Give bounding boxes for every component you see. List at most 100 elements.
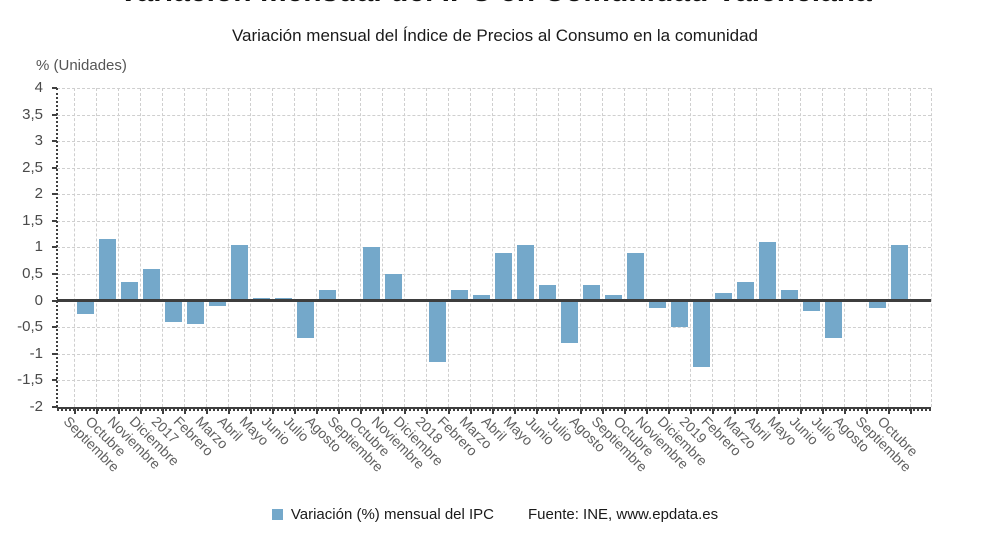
gridline-horizontal (57, 88, 931, 90)
gridline-horizontal (57, 353, 931, 355)
bar[interactable] (164, 300, 182, 322)
x-axis-tick (426, 409, 428, 414)
gridline-vertical (668, 88, 669, 407)
bar[interactable] (208, 300, 226, 306)
gridline-vertical (844, 88, 845, 407)
bar[interactable] (318, 289, 336, 301)
gridline-horizontal (57, 167, 931, 169)
gridline-vertical (558, 88, 559, 407)
y-tick-label: 3 (34, 132, 43, 150)
x-axis-tick (162, 409, 164, 414)
gridline-vertical (778, 88, 779, 407)
bar[interactable] (98, 239, 116, 301)
bar[interactable] (758, 242, 776, 301)
bar[interactable] (824, 300, 842, 338)
gridline-vertical (712, 88, 713, 407)
bar[interactable] (296, 300, 314, 338)
x-axis-tick (712, 409, 714, 414)
x-axis-tick (800, 409, 802, 414)
bar[interactable] (142, 268, 160, 301)
bar[interactable] (736, 281, 754, 301)
gridline-vertical (206, 88, 207, 407)
gridline-vertical (800, 88, 801, 407)
x-axis-tick (382, 409, 384, 414)
y-tick-label: -2 (29, 397, 43, 415)
gridline-vertical (184, 88, 185, 407)
gridline-vertical (272, 88, 273, 407)
bar[interactable] (362, 247, 380, 301)
bar[interactable] (692, 300, 710, 367)
x-axis-tick (602, 409, 604, 414)
gridline-vertical (316, 88, 317, 407)
bar[interactable] (604, 295, 622, 301)
bar[interactable] (890, 244, 908, 301)
bar[interactable] (428, 300, 446, 362)
y-axis-tick (52, 219, 57, 222)
x-axis-tick (294, 409, 296, 414)
x-axis-tick (580, 409, 582, 414)
y-axis-tick (52, 326, 57, 329)
chart-legend: Variación (%) mensual del IPC Fuente: IN… (0, 506, 990, 523)
x-axis-tick (514, 409, 516, 414)
y-tick-label: -1,5 (17, 371, 43, 389)
x-axis-tick (118, 409, 120, 414)
chart-subtitle: Variación mensual del Índice de Precios … (231, 26, 759, 45)
gridline-horizontal (57, 114, 931, 116)
bar[interactable] (516, 244, 534, 301)
bar[interactable] (560, 300, 578, 343)
x-axis-tick (778, 409, 780, 414)
y-tick-label: 1,5 (22, 211, 43, 229)
gridline-vertical (118, 88, 119, 407)
x-axis-tick (866, 409, 868, 414)
y-tick-label: 2 (34, 185, 43, 203)
legend-item-ipc-series[interactable]: Variación (%) mensual del IPC (271, 506, 494, 523)
bar[interactable] (450, 289, 468, 301)
gridline-vertical (250, 88, 251, 407)
bar[interactable] (802, 300, 820, 312)
y-axis-tick (52, 193, 57, 196)
bar[interactable] (626, 252, 644, 301)
x-axis-tick (96, 409, 98, 414)
bar[interactable] (230, 244, 248, 301)
bar[interactable] (670, 300, 688, 328)
bar[interactable] (494, 252, 512, 301)
gridline-vertical (514, 88, 515, 407)
y-tick-label: 0,5 (22, 264, 43, 282)
y-tick-label: 3,5 (22, 105, 43, 123)
bar[interactable] (868, 300, 886, 309)
x-axis-tick (690, 409, 692, 414)
y-tick-label: -1 (29, 344, 43, 362)
bar[interactable] (714, 292, 732, 301)
legend-color-swatch (271, 509, 283, 520)
x-axis-tick (756, 409, 758, 414)
x-axis-minor-ticks (57, 409, 931, 411)
bar[interactable] (186, 300, 204, 325)
bar[interactable] (120, 281, 138, 301)
bar[interactable] (780, 289, 798, 301)
x-axis-tick (448, 409, 450, 414)
y-tick-label: -0,5 (17, 318, 43, 336)
bar[interactable] (384, 273, 402, 301)
gridline-vertical (624, 88, 625, 407)
gridline-horizontal (57, 327, 931, 329)
x-axis-line (57, 407, 931, 409)
bar[interactable] (538, 284, 556, 301)
x-axis-tick (184, 409, 186, 414)
x-axis-tick (668, 409, 670, 414)
gridline-vertical (690, 88, 691, 407)
bar[interactable] (582, 284, 600, 301)
gridline-horizontal (57, 273, 931, 275)
y-axis-tick (52, 379, 57, 382)
bar[interactable] (472, 295, 490, 301)
gridline-vertical (448, 88, 449, 407)
y-axis-tick (52, 166, 57, 169)
gridline-vertical (646, 88, 647, 407)
x-axis-tick (338, 409, 340, 414)
gridline-vertical (492, 88, 493, 407)
bar[interactable] (648, 300, 666, 309)
y-axis-unit-label: % (Unidades) (36, 57, 127, 74)
bar[interactable] (76, 300, 94, 314)
gridline-horizontal (57, 220, 931, 222)
